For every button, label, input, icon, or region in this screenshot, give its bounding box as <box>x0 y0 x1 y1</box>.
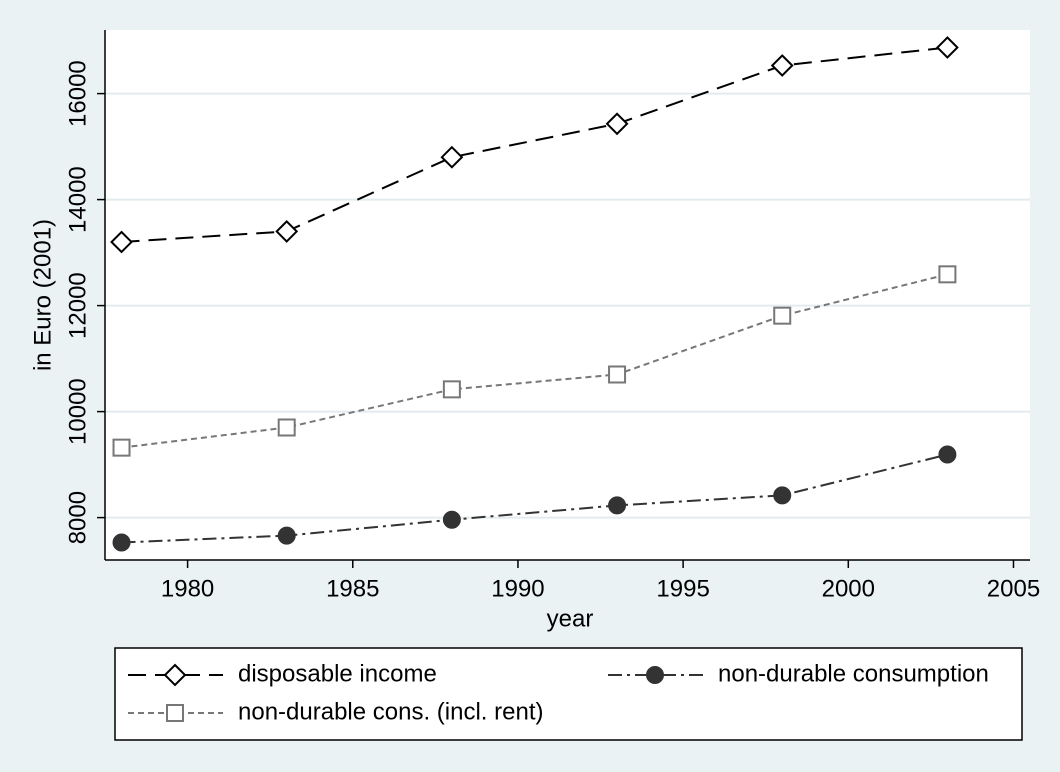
x-tick-label: 2000 <box>822 575 875 602</box>
data-point <box>442 380 461 399</box>
x-tick-label: 2005 <box>987 575 1040 602</box>
data-point <box>608 496 627 515</box>
legend-label: non-durable consumption <box>718 660 989 687</box>
data-point <box>935 36 959 59</box>
series-line <box>121 46 948 243</box>
legend-marker <box>163 663 187 687</box>
legend <box>114 647 1023 741</box>
y-tick-label: 10000 <box>64 378 91 445</box>
x-axis-label: year <box>547 605 594 632</box>
data-point <box>605 112 629 136</box>
y-tick-label: 16000 <box>64 60 91 127</box>
legend-marker <box>646 666 664 684</box>
x-tick-label: 1995 <box>656 575 709 602</box>
data-point <box>112 533 131 552</box>
legend-label: non-durable cons. (incl. rent) <box>238 698 543 725</box>
data-point <box>275 219 299 243</box>
legend-label: disposable income <box>238 660 437 687</box>
y-tick-label: 8000 <box>64 491 91 544</box>
x-tick-label: 1985 <box>326 575 379 602</box>
series-line <box>121 453 948 544</box>
data-point <box>938 265 957 284</box>
x-tick-label: 1990 <box>491 575 544 602</box>
data-point <box>277 418 296 437</box>
x-tick-label: 1980 <box>161 575 214 602</box>
data-point <box>277 526 296 545</box>
data-point <box>773 486 792 505</box>
data-point <box>938 445 957 464</box>
data-point <box>770 54 794 77</box>
data-point <box>608 365 627 384</box>
y-tick-label: 14000 <box>64 166 91 233</box>
data-point <box>440 145 464 169</box>
y-axis-label: in Euro (2001) <box>29 219 56 371</box>
legend-marker <box>166 704 184 722</box>
data-point <box>112 438 131 457</box>
y-tick-label: 12000 <box>64 272 91 339</box>
plot-area <box>105 30 1030 560</box>
data-point <box>773 306 792 325</box>
series-line <box>121 273 948 449</box>
data-point <box>442 510 461 529</box>
data-point <box>110 230 133 254</box>
